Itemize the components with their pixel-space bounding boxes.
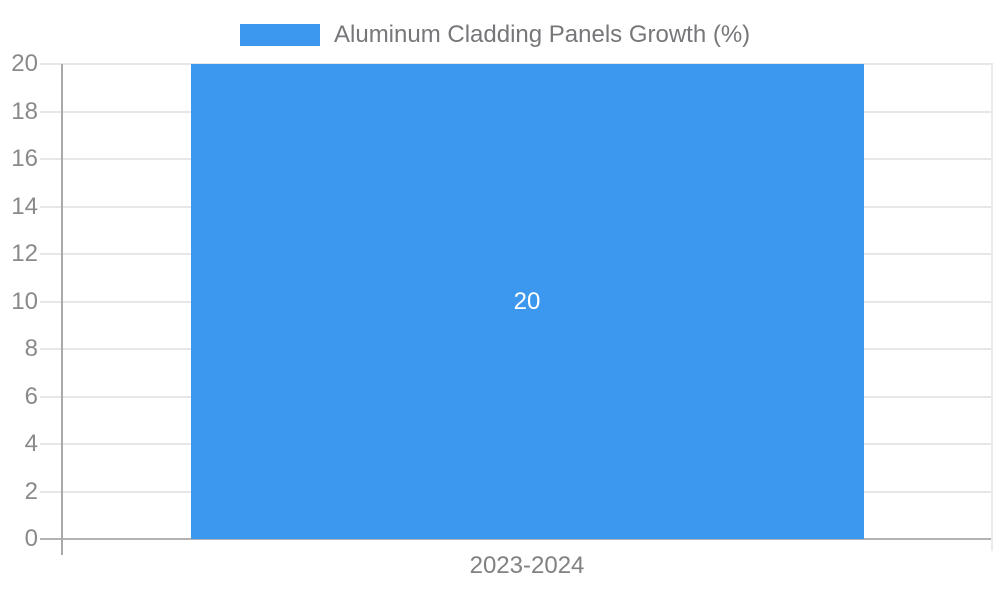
y-tick-label-14: 14 bbox=[11, 192, 38, 220]
bar-2023-2024[interactable]: 20 bbox=[190, 64, 864, 539]
y-axis-labels: 0 2 4 6 8 10 12 14 16 18 20 bbox=[0, 52, 38, 551]
y-tick-label-2: 2 bbox=[24, 477, 38, 505]
x-axis-baseline bbox=[40, 538, 993, 540]
y-tick-label-20: 20 bbox=[11, 50, 38, 77]
y-tick-label-16: 16 bbox=[11, 145, 38, 172]
x-axis-category-label: 2023-2024 bbox=[469, 552, 585, 579]
y-tick-label-10: 10 bbox=[11, 287, 38, 315]
y-tick-label-12: 12 bbox=[11, 240, 38, 267]
y-tick-label-8: 8 bbox=[24, 335, 38, 362]
y-axis-line bbox=[61, 64, 63, 555]
plot-area: 20 bbox=[40, 63, 993, 555]
y-tick-label-0: 0 bbox=[24, 525, 38, 552]
legend-label: Aluminum Cladding Panels Growth (%) bbox=[334, 21, 751, 48]
y-tick-label-18: 18 bbox=[11, 97, 38, 125]
plot-right-border bbox=[991, 64, 993, 551]
bar-value-label: 20 bbox=[513, 287, 541, 315]
legend[interactable]: Aluminum Cladding Panels Growth (%) bbox=[240, 21, 750, 49]
y-tick-label-6: 6 bbox=[24, 382, 38, 410]
y-tick-label-4: 4 bbox=[24, 430, 38, 457]
legend-swatch bbox=[240, 24, 320, 46]
